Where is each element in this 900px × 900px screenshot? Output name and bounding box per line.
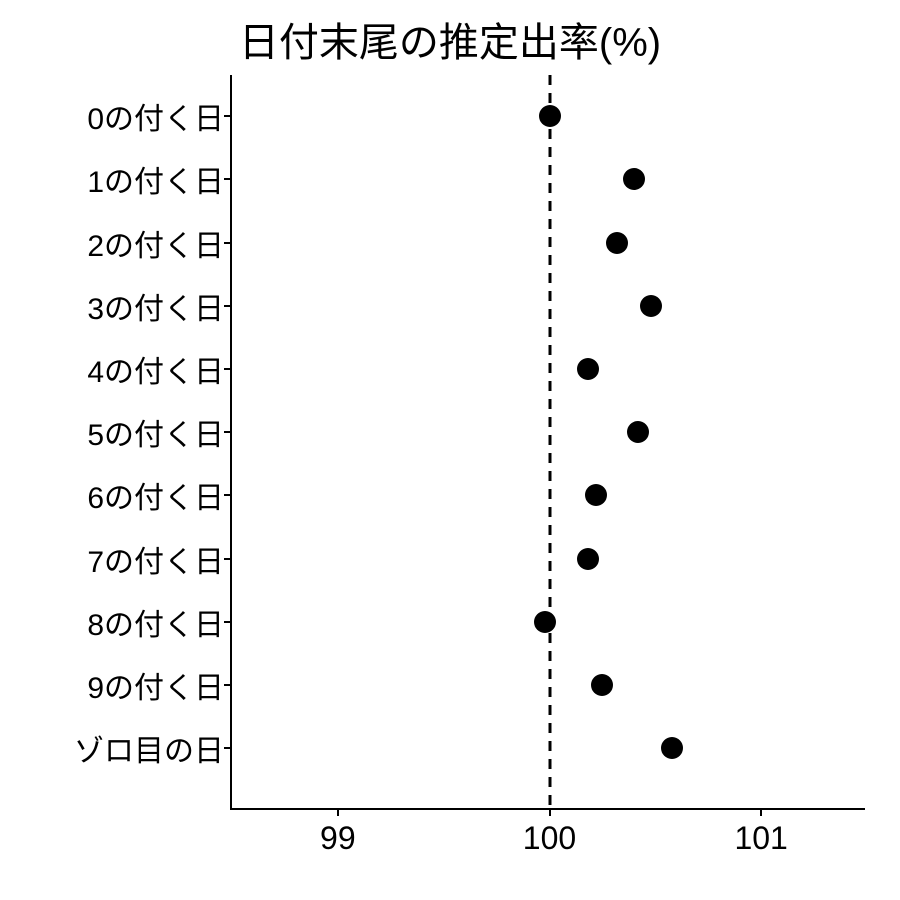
y-axis-label: 9の付く日 — [87, 663, 232, 707]
data-point — [606, 232, 628, 254]
data-point — [577, 358, 599, 380]
data-point — [577, 548, 599, 570]
plot-area: 0の付く日1の付く日2の付く日3の付く日4の付く日5の付く日6の付く日7の付く日… — [230, 75, 865, 810]
data-point — [585, 484, 607, 506]
data-point — [623, 168, 645, 190]
data-point — [534, 611, 556, 633]
y-axis-label: 0の付く日 — [87, 94, 232, 138]
y-axis-label: 1の付く日 — [87, 157, 232, 201]
chart-title: 日付末尾の推定出率(%) — [0, 10, 900, 68]
chart-container: 日付末尾の推定出率(%) 0の付く日1の付く日2の付く日3の付く日4の付く日5の… — [0, 0, 900, 900]
x-axis-label: 101 — [734, 808, 787, 857]
x-axis-label: 100 — [523, 808, 576, 857]
data-point — [661, 737, 683, 759]
data-point — [591, 674, 613, 696]
reference-line — [548, 75, 551, 808]
y-axis-label: ゾロ目の日 — [74, 726, 232, 770]
data-point — [539, 105, 561, 127]
x-axis-label: 99 — [320, 808, 356, 857]
y-axis-label: 4の付く日 — [87, 347, 232, 391]
y-axis-label: 6の付く日 — [87, 473, 232, 517]
y-axis-label: 8の付く日 — [87, 600, 232, 644]
y-axis-label: 3の付く日 — [87, 284, 232, 328]
data-point — [627, 421, 649, 443]
data-point — [640, 295, 662, 317]
y-axis-label: 7の付く日 — [87, 537, 232, 581]
y-axis-label: 2の付く日 — [87, 221, 232, 265]
y-axis-label: 5の付く日 — [87, 410, 232, 454]
